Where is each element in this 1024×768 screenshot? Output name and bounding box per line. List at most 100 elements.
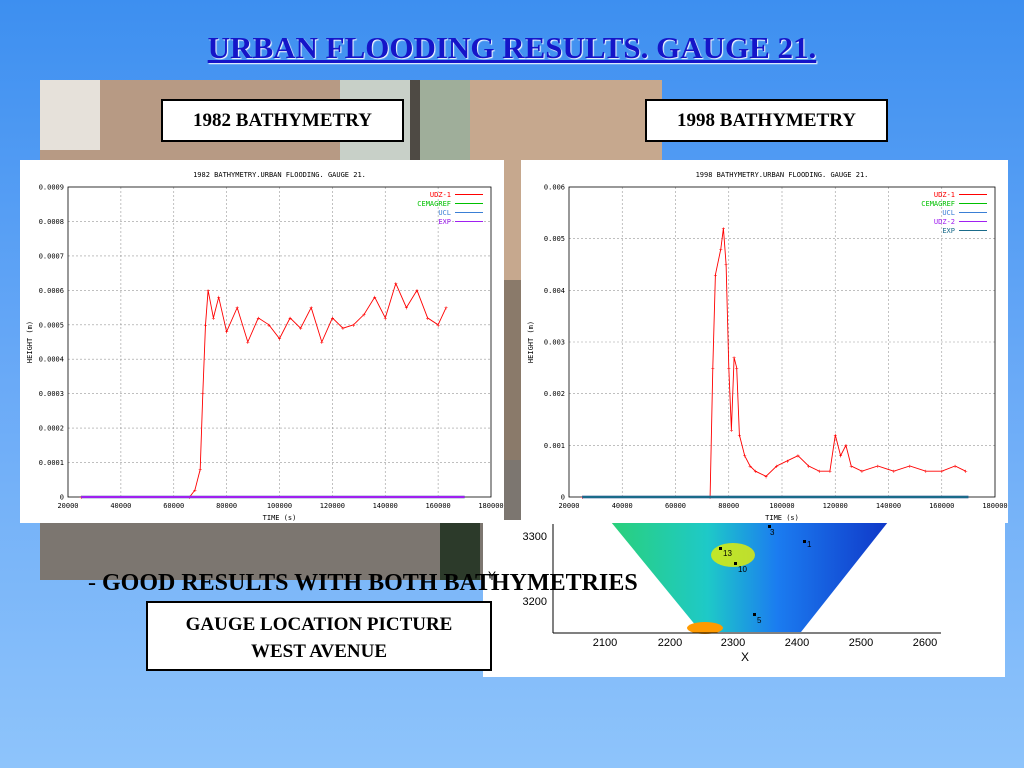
legend-label: EXP — [438, 218, 451, 226]
data-point: + — [267, 322, 271, 329]
x-tick-label: 160000 — [929, 502, 954, 510]
data-point: + — [796, 453, 800, 460]
data-point: + — [764, 474, 768, 481]
data-point: + — [953, 464, 957, 471]
data-point: + — [892, 469, 896, 476]
data-point: + — [719, 247, 723, 254]
data-point: + — [278, 336, 282, 343]
map-x-tick-5: 2500 — [849, 637, 873, 649]
y-axis-label: HEIGHT (m) — [527, 321, 535, 363]
legend-label: UCL — [438, 209, 451, 217]
data-point: + — [362, 312, 366, 319]
legend-label: UDZ-2 — [934, 218, 955, 226]
map-y-tick-2: 3200 — [523, 596, 547, 608]
y-tick-label: 0.0006 — [39, 287, 64, 295]
data-point: + — [964, 469, 968, 476]
x-axis-label: TIME (s) — [263, 514, 297, 522]
series-udz-1: + ++++++++++++++++++++ ++++++++++ — [79, 281, 448, 502]
y-tick-label: 0.0004 — [39, 356, 64, 364]
y-tick-label: 0.0003 — [39, 390, 64, 398]
bullet-dash: - — [88, 570, 102, 596]
map-x-label: X — [741, 650, 749, 664]
data-point: + — [257, 315, 261, 322]
series-line — [582, 228, 966, 498]
data-point: + — [444, 305, 448, 312]
chart-1998-panel: 1998 BATHYMETRY.URBAN FLOODING. GAUGE 21… — [521, 160, 1008, 523]
x-tick-label: 180000 — [982, 502, 1007, 510]
x-tick-label: 40000 — [110, 502, 131, 510]
data-point: + — [352, 322, 356, 329]
data-point: + — [724, 262, 728, 269]
data-point: + — [730, 427, 734, 434]
map-gauge-13: 13 — [723, 549, 732, 558]
y-tick-label: 0.0009 — [39, 184, 64, 192]
y-tick-label: 0.0001 — [39, 459, 64, 467]
chart-title: 1982 BATHYMETRY.URBAN FLOODING. GAUGE 21… — [193, 171, 366, 179]
map-gauge-5: 5 — [757, 616, 762, 625]
x-tick-label: 140000 — [373, 502, 398, 510]
y-tick-label: 0.006 — [544, 184, 565, 192]
data-point: + — [217, 295, 221, 302]
data-point: + — [738, 433, 742, 440]
label-1982-bathymetry: 1982 BATHYMETRY — [161, 99, 404, 142]
map-x-tick-4: 2400 — [785, 637, 809, 649]
data-point: + — [714, 272, 718, 279]
bullet-text: GOOD RESULTS WITH BOTH BATHYMETRIES — [102, 570, 638, 596]
x-tick-label: 120000 — [320, 502, 345, 510]
data-point: + — [940, 469, 944, 476]
data-point: + — [924, 469, 928, 476]
x-tick-label: 120000 — [823, 502, 848, 510]
y-tick-label: 0.005 — [544, 235, 565, 243]
x-tick-label: 80000 — [718, 502, 739, 510]
map-x-tick-6: 2600 — [913, 637, 937, 649]
legend-label: CEMAGREF — [417, 200, 451, 208]
legend-label: EXP — [942, 227, 955, 235]
y-axis-label: HEIGHT (m) — [26, 321, 34, 363]
data-point: + — [735, 365, 739, 372]
data-point: + — [415, 288, 419, 295]
legend-label: CEMAGREF — [921, 200, 955, 208]
map-gauge-3: 3 — [770, 528, 775, 537]
label-1998-text: 1998 BATHYMETRY — [677, 110, 856, 131]
data-point: + — [235, 305, 239, 312]
x-axis-label: TIME (s) — [765, 514, 799, 522]
conclusion-bullet: - GOOD RESULTS WITH BOTH BATHYMETRIES — [88, 570, 638, 597]
data-point: + — [833, 433, 837, 440]
data-point: + — [405, 305, 409, 312]
y-tick-label: 0.0002 — [39, 425, 64, 433]
map-x-tick-1: 2100 — [593, 637, 617, 649]
slide-title: URBAN FLOODING RESULTS. GAUGE 21. — [207, 30, 817, 65]
data-point: + — [288, 315, 292, 322]
data-point: + — [743, 453, 747, 460]
label-1998-bathymetry: 1998 BATHYMETRY — [645, 99, 888, 142]
label-1982-text: 1982 BATHYMETRY — [193, 110, 372, 131]
data-point: + — [212, 315, 216, 322]
chart-1982-panel: 1982 BATHYMETRY.URBAN FLOODING. GAUGE 21… — [20, 160, 504, 523]
legend-label: UCL — [942, 209, 955, 217]
data-point: + — [426, 315, 430, 322]
data-point: + — [727, 365, 731, 372]
data-point: + — [246, 340, 250, 347]
data-point: + — [394, 281, 398, 288]
y-tick-label: 0.0007 — [39, 252, 64, 260]
x-tick-label: 180000 — [478, 502, 503, 510]
data-point: + — [775, 464, 779, 471]
legend-label: UDZ-1 — [430, 191, 451, 199]
data-point: + — [849, 464, 853, 471]
x-tick-label: 20000 — [558, 502, 579, 510]
x-tick-label: 20000 — [57, 502, 78, 510]
data-point: + — [331, 315, 335, 322]
y-tick-label: 0 — [60, 494, 64, 502]
x-tick-label: 60000 — [665, 502, 686, 510]
data-point: + — [876, 464, 880, 471]
map-x-tick-3: 2300 — [721, 637, 745, 649]
y-tick-label: 0.004 — [544, 287, 565, 295]
series-udz-1: + ++++++++++++++++++++ ++++++++++ +++ — [581, 226, 968, 502]
data-point: + — [204, 322, 208, 329]
data-point: + — [754, 469, 758, 476]
x-tick-label: 100000 — [267, 502, 292, 510]
x-tick-label: 60000 — [163, 502, 184, 510]
y-tick-label: 0.0008 — [39, 218, 64, 226]
y-tick-label: 0.0005 — [39, 321, 64, 329]
data-point: + — [309, 305, 313, 312]
